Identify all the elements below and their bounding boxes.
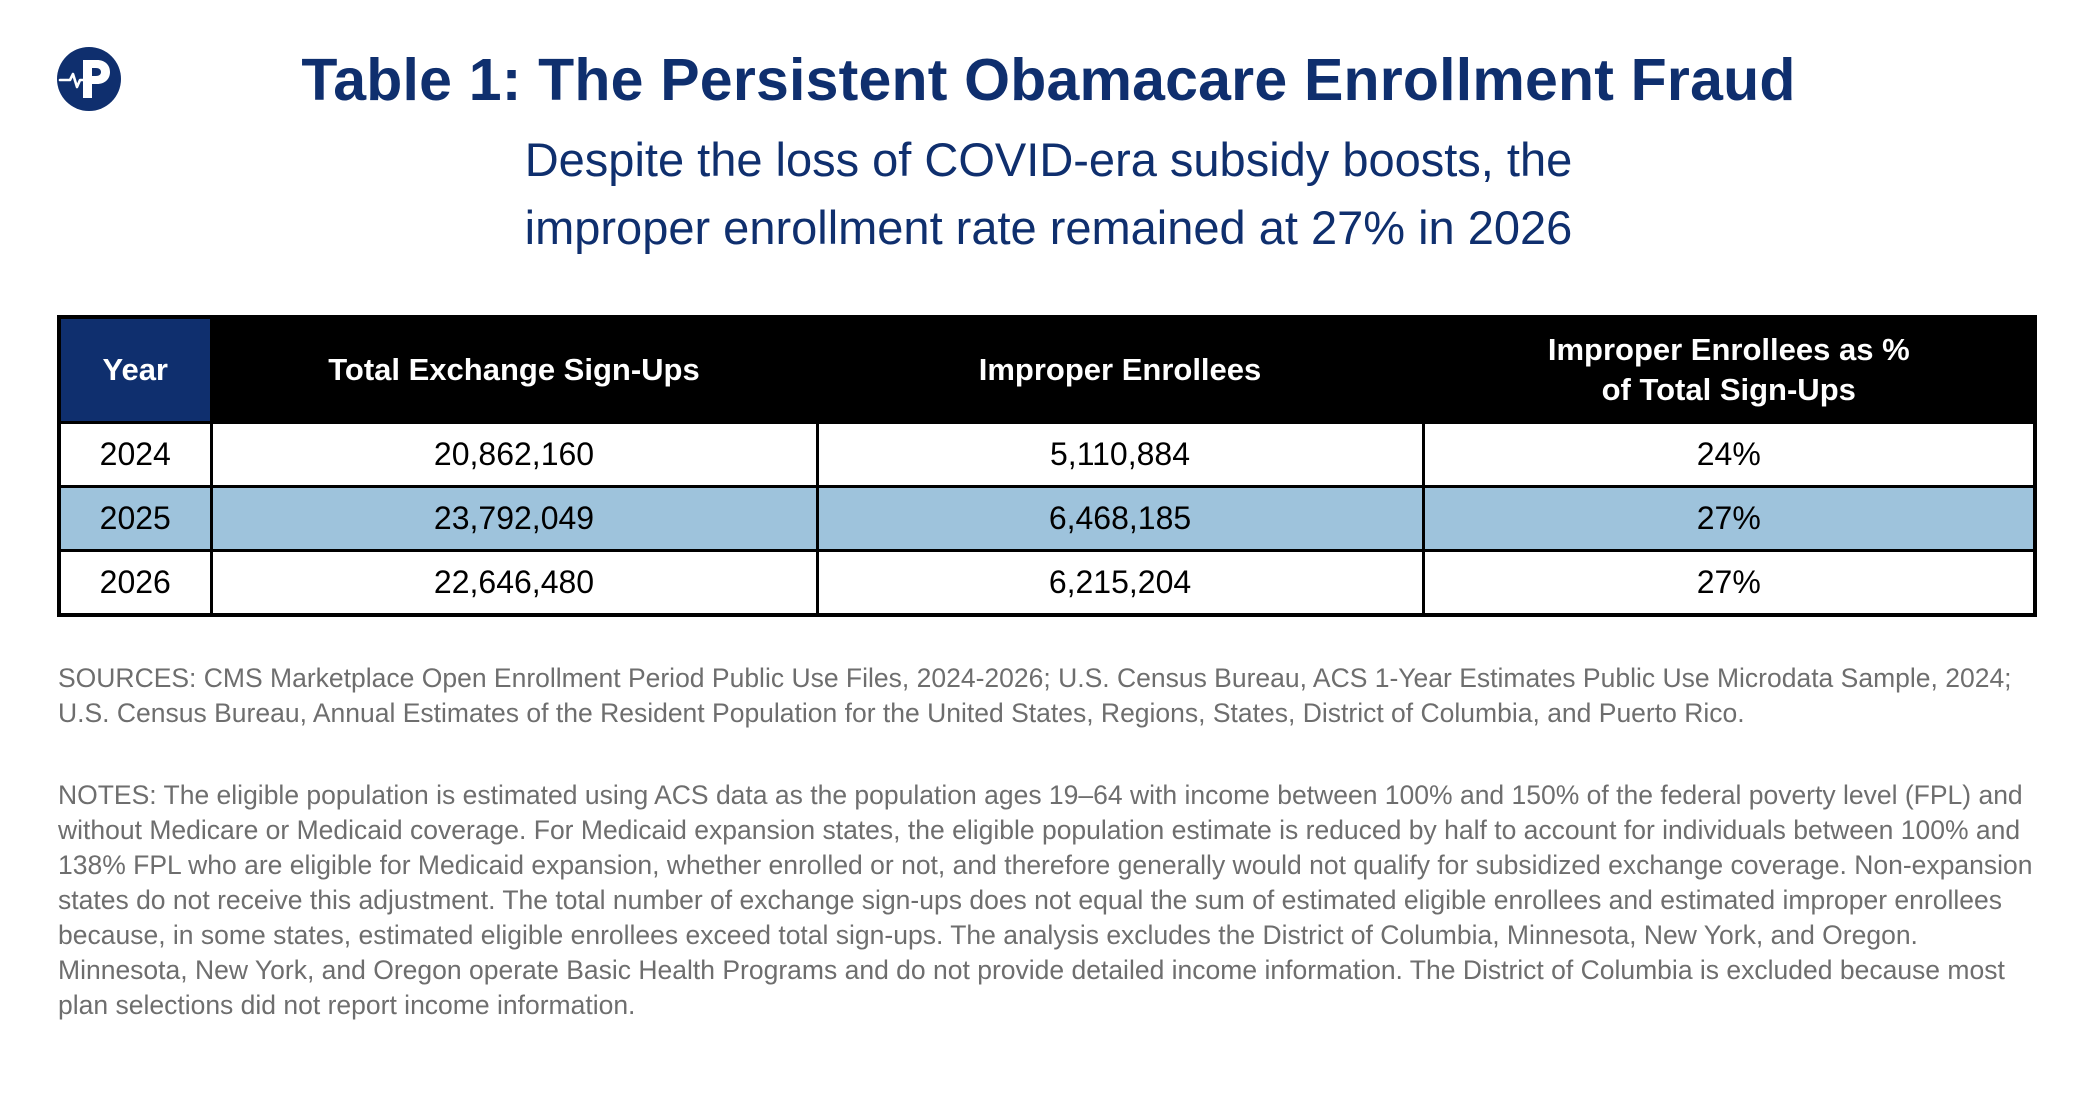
- table-row: 2024 20,862,160 5,110,884 24%: [57, 421, 2037, 488]
- table-cell-total: 22,646,480: [209, 549, 819, 617]
- column-header-percent: Improper Enrollees as % of Total Sign-Up…: [1421, 315, 2037, 424]
- column-header-percent-line-1: Improper Enrollees as %: [1547, 332, 1910, 367]
- enrollment-table: Year Total Exchange Sign-Ups Improper En…: [57, 315, 2037, 617]
- table-cell-improper: 5,110,884: [815, 421, 1425, 488]
- column-header-total: Total Exchange Sign-Ups: [209, 315, 819, 424]
- column-header-improper: Improper Enrollees: [815, 315, 1425, 424]
- table-cell-percent: 27%: [1421, 485, 2037, 552]
- subtitle-line-1: Despite the loss of COVID-era subsidy bo…: [524, 133, 1573, 186]
- subtitle-line-2: improper enrollment rate remained at 27%…: [524, 201, 1573, 254]
- column-header-percent-line-2: of Total Sign-Ups: [1601, 372, 1856, 407]
- column-header-year: Year: [57, 315, 213, 424]
- table-row: 2026 22,646,480 6,215,204 27%: [57, 549, 2037, 617]
- table-cell-year: 2026: [57, 549, 213, 617]
- table-cell-year: 2025: [57, 485, 213, 552]
- page-subtitle: Despite the loss of COVID-era subsidy bo…: [0, 126, 2097, 262]
- notes-text: NOTES: The eligible population is estima…: [58, 780, 2033, 1020]
- table-header-row: Year Total Exchange Sign-Ups Improper En…: [57, 315, 2037, 424]
- table-cell-percent: 24%: [1421, 421, 2037, 488]
- sources-text: SOURCES: CMS Marketplace Open Enrollment…: [58, 663, 2012, 728]
- table-cell-total: 23,792,049: [209, 485, 819, 552]
- table-cell-improper: 6,468,185: [815, 485, 1425, 552]
- page-title: Table 1: The Persistent Obamacare Enroll…: [301, 47, 1796, 113]
- table-cell-total: 20,862,160: [209, 421, 819, 488]
- table-cell-percent: 27%: [1421, 549, 2037, 617]
- table-row: 2025 23,792,049 6,468,185 27%: [57, 485, 2037, 552]
- table-cell-year: 2024: [57, 421, 213, 488]
- paragon-heartbeat-logo-icon: [56, 46, 122, 112]
- table-cell-improper: 6,215,204: [815, 549, 1425, 617]
- table-body: 2024 20,862,160 5,110,884 24% 2025 23,792,049…: [57, 421, 2037, 617]
